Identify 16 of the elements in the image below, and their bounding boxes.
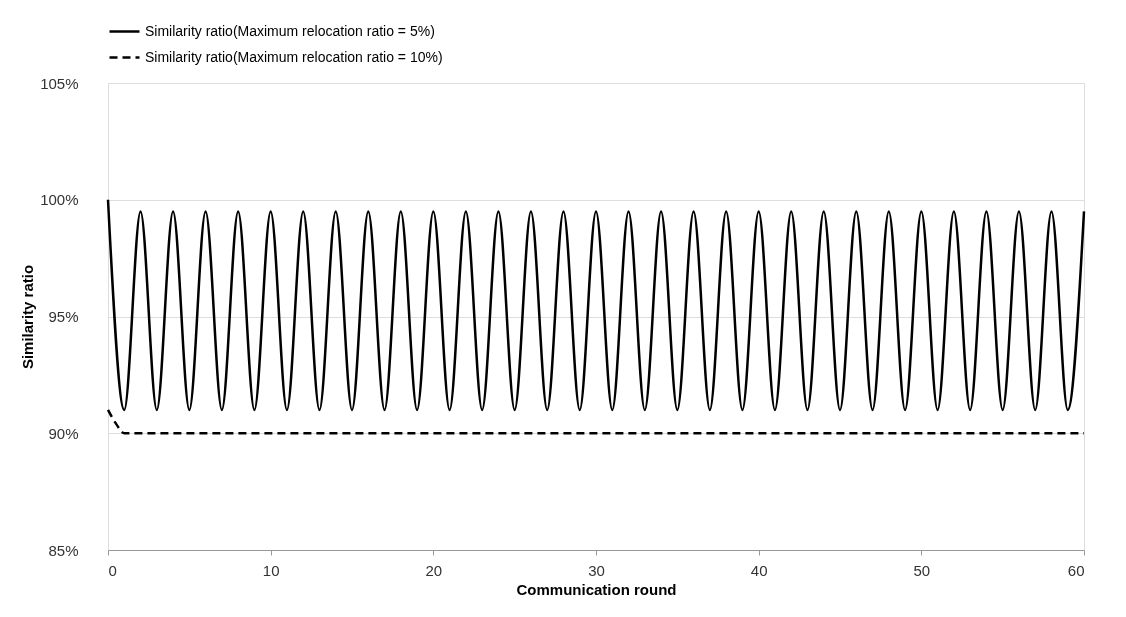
y-tick-label: 90% — [48, 424, 79, 442]
y-tick-label: 105% — [40, 74, 79, 92]
legend-label: Similarity ratio(Maximum relocation ratio = 5%) — [145, 22, 435, 39]
x-tick-label: 50 — [913, 561, 931, 579]
y-axis-title: Similarity ratio — [19, 264, 37, 370]
x-tick-label: 40 — [750, 561, 768, 579]
x-tick-label: 60 — [1067, 561, 1085, 579]
x-tick-label: 20 — [425, 561, 443, 579]
y-tick-label: 95% — [48, 308, 79, 325]
legend-label: Similarity ratio(Maximum relocation ratio = 10%) — [145, 48, 443, 65]
x-tick-label: 10 — [262, 561, 280, 579]
x-tick-label: 30 — [588, 561, 605, 579]
y-tick-label: 100% — [40, 191, 79, 209]
y-tick-label: 85% — [48, 541, 79, 559]
x-axis-title: Communication round — [516, 580, 677, 598]
x-tick-label: 0 — [108, 561, 117, 579]
